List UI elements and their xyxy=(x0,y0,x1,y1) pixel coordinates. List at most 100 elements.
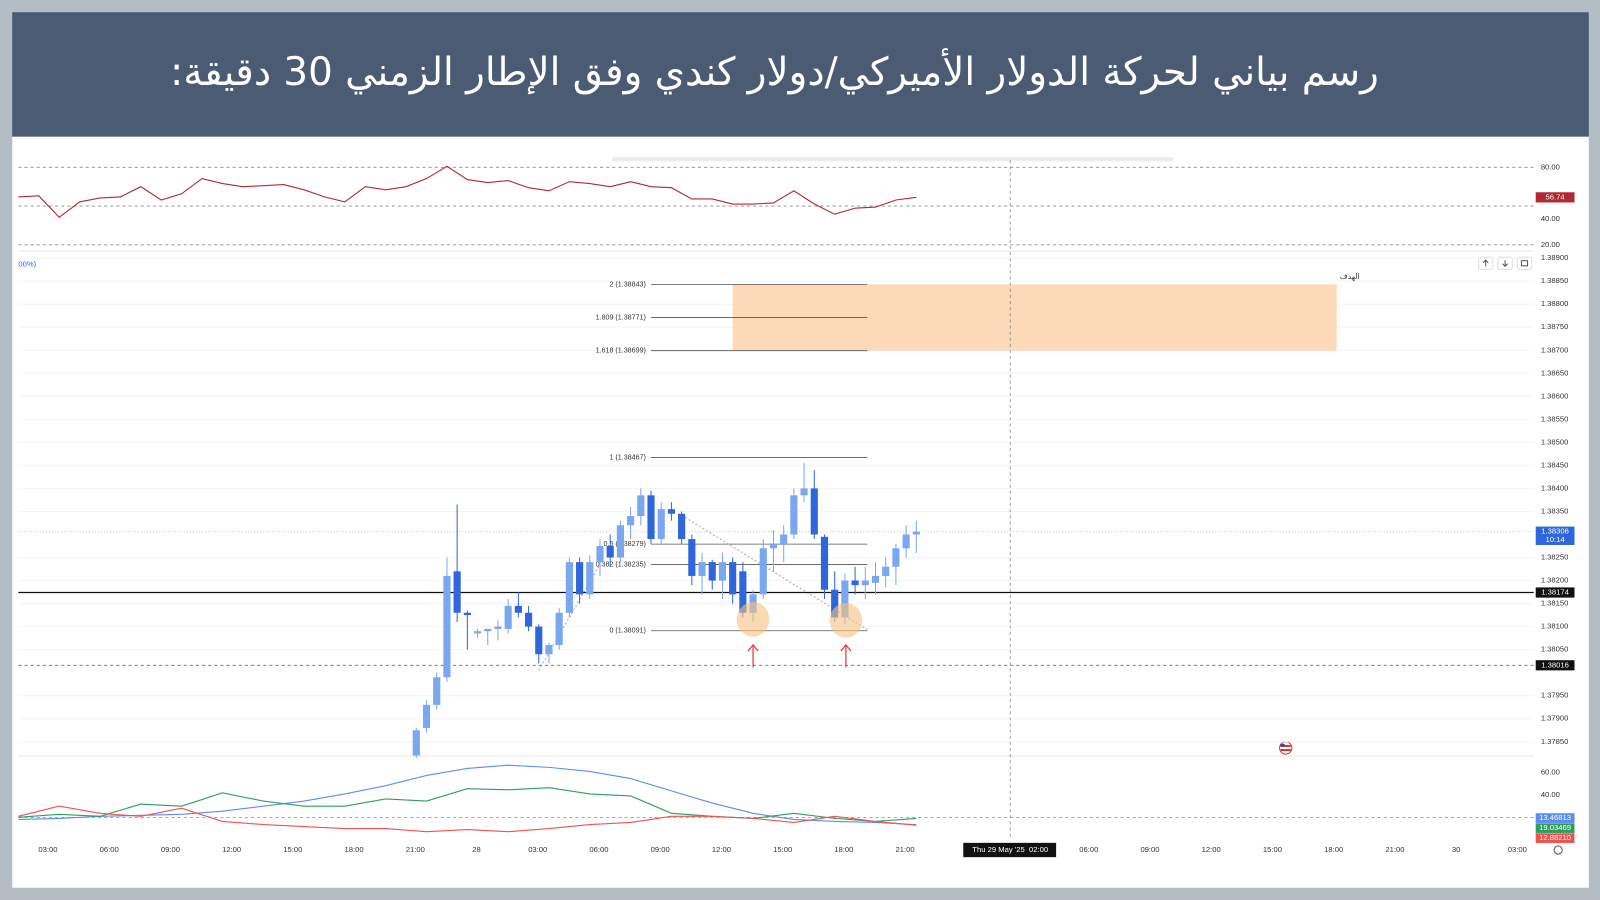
value-label: 12.88210 xyxy=(1539,833,1571,842)
candle-body xyxy=(841,580,849,618)
candle-body xyxy=(576,562,584,595)
y-tick-label: 1.38550 xyxy=(1541,414,1569,423)
candle-body xyxy=(627,516,635,526)
flag-canton xyxy=(1280,743,1285,747)
y-tick-label: 1.38800 xyxy=(1541,299,1569,308)
x-tick-label: 21:00 xyxy=(406,845,425,854)
y-tick-label: 20.00 xyxy=(1541,240,1560,249)
last-price-box xyxy=(1535,526,1575,545)
scrollbar xyxy=(612,157,1174,162)
candle-body xyxy=(433,677,441,705)
candle-body xyxy=(463,612,471,616)
candle-body xyxy=(443,575,451,678)
candle-body xyxy=(678,513,686,540)
value-label: 19.03469 xyxy=(1539,823,1571,832)
fib-label: 2 (1.38843) xyxy=(609,280,645,288)
candle-body xyxy=(504,605,512,629)
settings-icon[interactable] xyxy=(1553,845,1563,855)
countdown-label: 10:14 xyxy=(1546,535,1566,544)
crosshair-label: Thu 29 May '25 02:00 xyxy=(972,845,1048,854)
price-line-box xyxy=(1535,660,1575,671)
candle-body xyxy=(882,566,890,576)
candle-body xyxy=(810,488,818,535)
highlight-circle xyxy=(829,603,863,638)
x-tick-label: 03:00 xyxy=(528,845,547,854)
flag-circle xyxy=(1279,741,1293,755)
button-reset[interactable] xyxy=(1516,256,1533,270)
y-tick-label: 40.00 xyxy=(1541,214,1560,223)
crosshair-label-box xyxy=(963,842,1057,858)
candle-body xyxy=(800,488,808,496)
candle-body xyxy=(473,631,482,634)
last-value-label: 56.74 xyxy=(1546,192,1566,201)
price-line-label: 1.38016 xyxy=(1541,660,1569,669)
x-tick-label: 15:00 xyxy=(283,845,302,854)
x-tick-label: 03:00 xyxy=(1508,845,1527,854)
x-tick-label: 06:00 xyxy=(589,845,608,854)
y-tick-label: 1.38500 xyxy=(1541,437,1569,446)
us-flag-icon xyxy=(1279,741,1293,755)
line-series xyxy=(18,764,917,826)
header-bar xyxy=(12,12,1589,137)
candle-body xyxy=(851,580,859,586)
value-label-box xyxy=(1535,823,1575,833)
up-arrow xyxy=(747,643,759,668)
toolbar xyxy=(1478,256,1533,270)
line-series xyxy=(18,787,917,822)
x-tick-label: 21:00 xyxy=(1385,845,1404,854)
candle-body xyxy=(637,495,645,517)
last-price-label: 1.38306 xyxy=(1541,527,1569,536)
y-tick-label: 1.38400 xyxy=(1541,483,1569,492)
candle-body xyxy=(647,495,655,540)
candle-body xyxy=(708,562,716,581)
y-tick-label: 1.38850 xyxy=(1541,276,1569,285)
candle-body xyxy=(545,645,553,655)
icon xyxy=(1520,260,1529,267)
x-tick-label: 09:00 xyxy=(651,845,670,854)
price-line-label: 1.38174 xyxy=(1541,588,1569,597)
y-tick-label: 1.37950 xyxy=(1541,691,1569,700)
legend-fragment: 00%) xyxy=(18,259,36,268)
flag-stripe xyxy=(1280,744,1291,747)
x-tick-label: 12:00 xyxy=(712,845,731,854)
candle-body xyxy=(912,531,920,535)
x-tick-label: 21:00 xyxy=(896,845,915,854)
y-tick-label: 1.38050 xyxy=(1541,645,1569,654)
y-tick-label: 1.38900 xyxy=(1541,253,1569,262)
candle-body xyxy=(586,562,594,595)
icon xyxy=(1482,259,1489,267)
candle-body xyxy=(412,730,420,756)
y-tick-label: 1.38450 xyxy=(1541,460,1569,469)
candle-body xyxy=(422,704,431,728)
candle-body xyxy=(769,543,778,549)
x-tick-label: 18:00 xyxy=(834,845,853,854)
x-tick-label: 06:00 xyxy=(100,845,119,854)
x-tick-label: 28 xyxy=(472,845,480,854)
candle-body xyxy=(688,539,696,576)
y-tick-label: 1.38650 xyxy=(1541,368,1569,377)
last-value-box xyxy=(1535,192,1575,203)
candle-body xyxy=(759,548,767,595)
y-tick-label: 1.38750 xyxy=(1541,322,1569,331)
candle-body xyxy=(525,612,533,627)
y-tick-label: 1.38350 xyxy=(1541,506,1569,515)
candle-body xyxy=(514,605,522,613)
x-tick-label: 18:00 xyxy=(345,845,364,854)
fib-label: 1.618 (1.38699) xyxy=(596,347,646,355)
candle-body xyxy=(861,580,869,586)
candle-body xyxy=(871,575,880,583)
y-tick-label: 60.00 xyxy=(1541,767,1560,776)
candle-body xyxy=(729,562,737,595)
y-tick-label: 40.00 xyxy=(1541,790,1560,799)
fib-label: 0.382 (1.38235) xyxy=(596,560,646,568)
value-label: 13.46813 xyxy=(1539,813,1571,822)
up-arrow xyxy=(840,643,852,668)
candle-body xyxy=(606,545,614,558)
y-tick-label: 1.38150 xyxy=(1541,599,1569,608)
price-line-box xyxy=(1535,587,1575,598)
x-tick-label: 30 xyxy=(1452,845,1460,854)
flag-stripe xyxy=(1280,748,1291,752)
candle-body xyxy=(831,589,839,618)
candle-body xyxy=(494,626,502,629)
